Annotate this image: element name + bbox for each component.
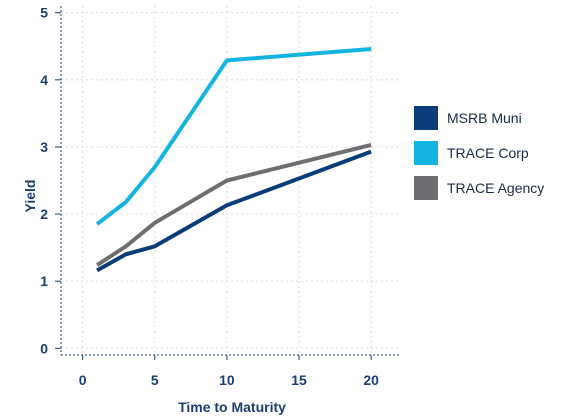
x-tick-label: 20 [363, 372, 379, 388]
x-tick-label: 0 [79, 372, 87, 388]
series-line-msrb-muni [96, 149, 372, 273]
grid-lines [61, 6, 400, 355]
legend-swatch-trace-corp [414, 141, 438, 165]
legend-label-msrb-muni: MSRB Muni [447, 110, 522, 126]
x-tick-label: 5 [151, 372, 159, 388]
y-tick-label: 3 [40, 139, 48, 155]
y-tick-label: 2 [40, 206, 48, 222]
series-lines [95, 47, 372, 273]
y-tick-label: 4 [40, 72, 48, 88]
legend-label-trace-agency: TRACE Agency [447, 180, 544, 196]
axes [60, 6, 400, 356]
series-line-trace-agency [96, 142, 372, 267]
y-axis-title: Yield [22, 180, 38, 213]
x-axis-title: Time to Maturity [178, 399, 286, 415]
y-tick-label: 5 [40, 5, 48, 21]
y-tick-label: 1 [40, 273, 48, 289]
tick-labels: 0 1 2 3 4 5 0 5 10 15 20 [40, 5, 379, 388]
legend: MSRB Muni TRACE Corp TRACE Agency [414, 106, 544, 200]
x-tick-label: 10 [219, 372, 235, 388]
legend-label-trace-corp: TRACE Corp [447, 145, 529, 161]
legend-swatch-msrb-muni [414, 106, 438, 130]
legend-swatch-trace-agency [414, 176, 438, 200]
series-line-trace-corp [95, 47, 372, 226]
x-tick-label: 15 [291, 372, 307, 388]
y-tick-label: 0 [40, 340, 48, 356]
